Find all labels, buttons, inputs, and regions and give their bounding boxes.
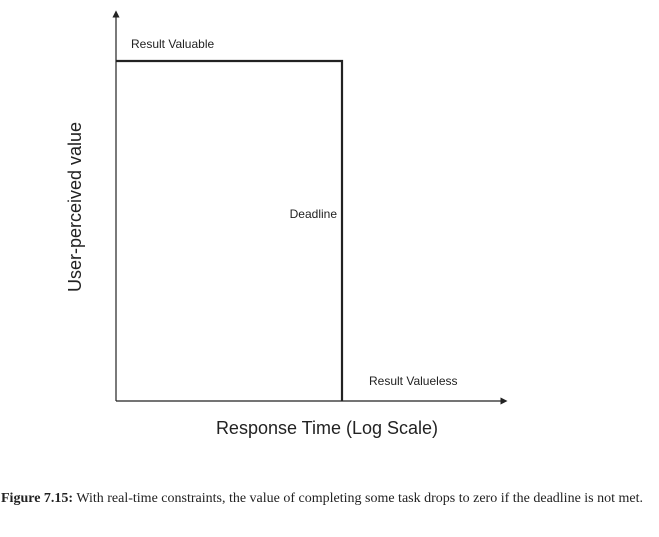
caption-text: With real-time constraints, the value of… xyxy=(73,491,643,506)
annotation-valuable: Result Valuable xyxy=(131,37,214,51)
y-axis-label: User-perceived value xyxy=(65,122,85,292)
x-axis-label: Response Time (Log Scale) xyxy=(216,418,438,438)
series-line-value xyxy=(116,59,344,401)
chart: Result Valuable Deadline Result Valueles… xyxy=(65,10,508,438)
annotation-valueless: Result Valueless xyxy=(369,374,458,388)
figure-caption: Figure 7.15: With real-time constraints,… xyxy=(1,490,656,508)
annotation-deadline: Deadline xyxy=(290,207,338,221)
caption-label: Figure 7.15: xyxy=(1,491,74,506)
